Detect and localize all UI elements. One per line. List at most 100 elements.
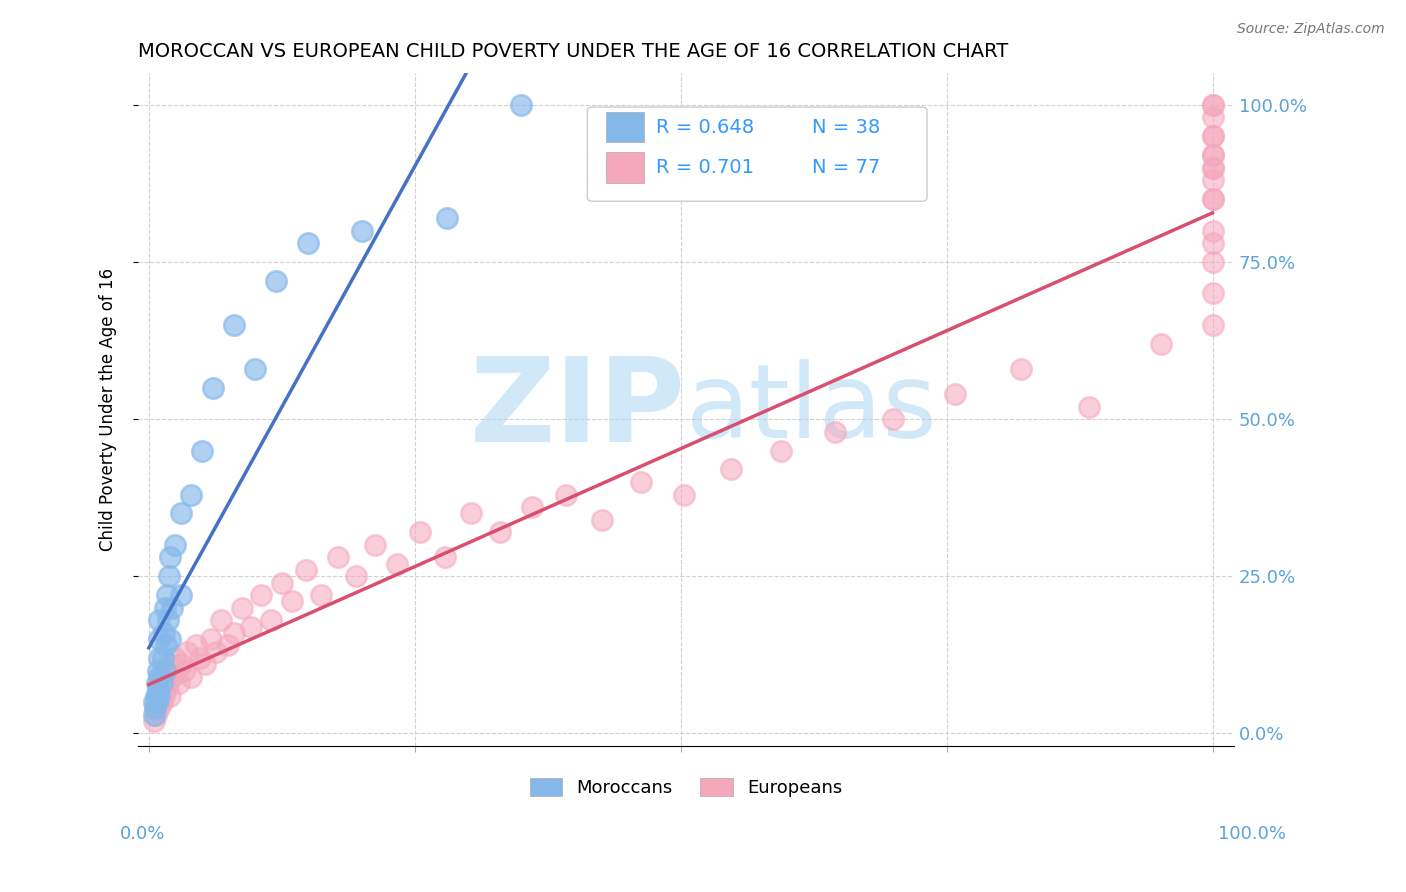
Point [159, 550, 181, 565]
Point [769, 443, 792, 458]
Point [152, 689, 174, 703]
Point [143, 701, 166, 715]
Point [180, 487, 202, 501]
Point [143, 714, 166, 728]
Point [1201, 255, 1223, 269]
Point [489, 525, 512, 540]
Point [520, 500, 543, 515]
Point [1201, 98, 1223, 112]
FancyBboxPatch shape [588, 107, 927, 202]
Point [156, 613, 179, 627]
Point [165, 651, 187, 665]
Point [295, 563, 318, 577]
Point [270, 575, 292, 590]
Point [433, 550, 456, 565]
Point [554, 487, 576, 501]
Point [150, 676, 173, 690]
Text: atlas: atlas [686, 359, 938, 460]
Point [145, 707, 167, 722]
Point [205, 645, 228, 659]
Bar [606, 153, 644, 183]
Point [170, 588, 193, 602]
Point [188, 651, 211, 665]
Point [209, 613, 232, 627]
Point [364, 538, 387, 552]
Point [148, 682, 170, 697]
Text: N = 77: N = 77 [813, 158, 880, 178]
Point [260, 613, 283, 627]
Point [630, 475, 652, 489]
Text: R = 0.701: R = 0.701 [657, 158, 755, 178]
Text: N = 38: N = 38 [813, 118, 880, 136]
Point [672, 487, 695, 501]
Point [170, 507, 193, 521]
Point [309, 588, 332, 602]
Point [1201, 111, 1223, 125]
Legend: Moroccans, Europeans: Moroccans, Europeans [523, 771, 849, 805]
Point [146, 695, 169, 709]
Point [146, 695, 169, 709]
Point [1150, 336, 1173, 351]
Point [150, 695, 173, 709]
Point [156, 676, 179, 690]
Point [173, 664, 195, 678]
Point [436, 211, 458, 225]
Text: ZIP: ZIP [470, 352, 686, 467]
Point [153, 664, 176, 678]
Point [1201, 192, 1223, 206]
Point [385, 557, 408, 571]
Point [148, 651, 170, 665]
Point [1201, 161, 1223, 175]
Point [149, 682, 172, 697]
Point [297, 236, 319, 251]
Point [153, 670, 176, 684]
Point [222, 318, 245, 332]
Point [281, 594, 304, 608]
Point [1201, 129, 1223, 144]
Point [943, 387, 966, 401]
Point [148, 689, 170, 703]
Point [152, 676, 174, 690]
Point [148, 670, 170, 684]
Point [194, 657, 217, 672]
Point [1201, 286, 1223, 301]
Bar [606, 112, 644, 143]
Point [460, 507, 482, 521]
Point [159, 689, 181, 703]
Point [170, 657, 193, 672]
Point [143, 701, 166, 715]
Point [191, 443, 214, 458]
Point [239, 619, 262, 633]
Point [222, 625, 245, 640]
Point [1201, 318, 1223, 332]
Point [200, 632, 222, 647]
Point [160, 600, 183, 615]
Point [1201, 161, 1223, 175]
Point [143, 707, 166, 722]
Point [148, 632, 170, 647]
Point [167, 676, 190, 690]
Text: Source: ZipAtlas.com: Source: ZipAtlas.com [1237, 22, 1385, 37]
Point [146, 676, 169, 690]
Point [720, 462, 742, 476]
Point [1201, 148, 1223, 162]
Text: 0.0%: 0.0% [120, 825, 165, 843]
Point [510, 98, 533, 112]
Point [409, 525, 432, 540]
Point [201, 381, 224, 395]
Point [1201, 236, 1223, 251]
Point [350, 223, 373, 237]
Point [882, 412, 904, 426]
Point [1010, 362, 1032, 376]
Point [1201, 223, 1223, 237]
Point [165, 538, 187, 552]
Text: 100.0%: 100.0% [1219, 825, 1286, 843]
Point [824, 425, 846, 439]
Point [160, 670, 183, 684]
Point [152, 625, 174, 640]
Point [1201, 148, 1223, 162]
Text: R = 0.648: R = 0.648 [657, 118, 755, 136]
Y-axis label: Child Poverty Under the Age of 16: Child Poverty Under the Age of 16 [100, 268, 117, 551]
Point [148, 613, 170, 627]
Point [159, 632, 181, 647]
